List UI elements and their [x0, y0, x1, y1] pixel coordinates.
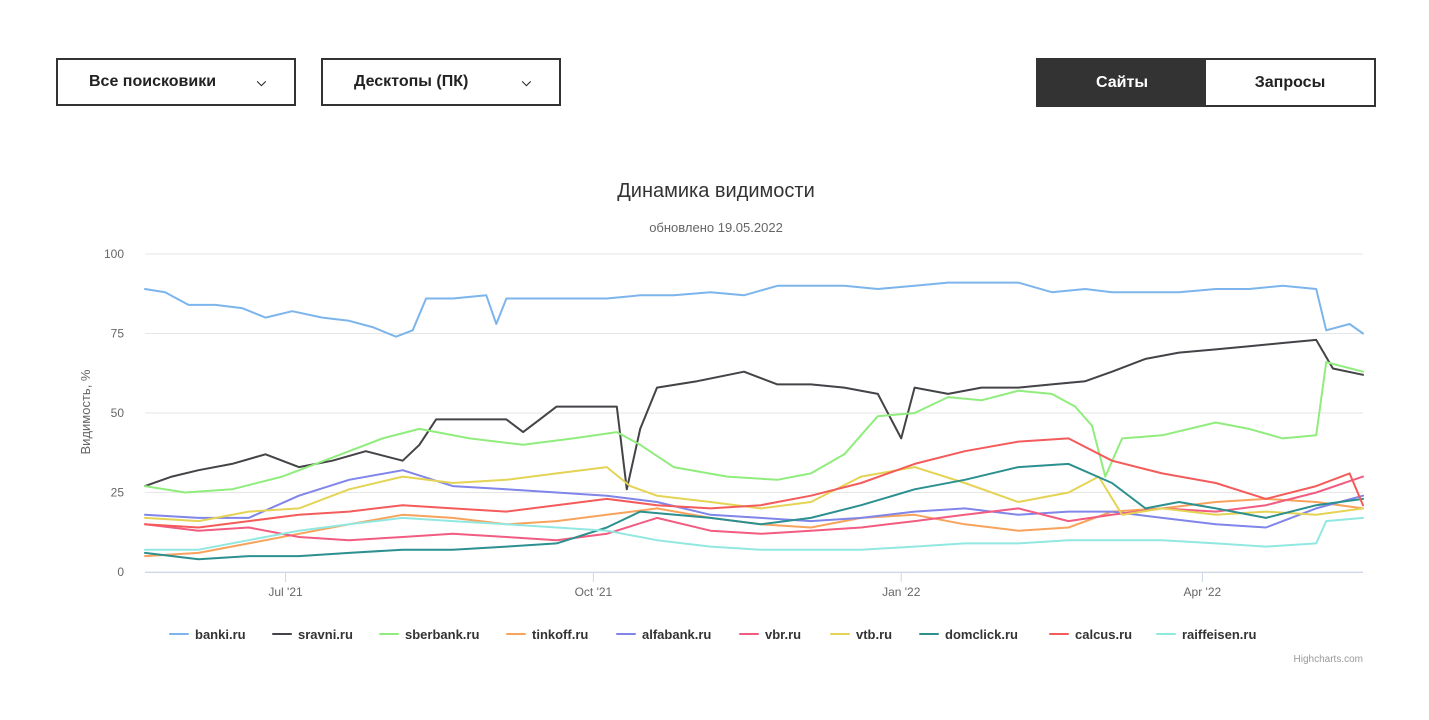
y-tick-label: 0	[117, 565, 124, 579]
legend-item-tinkoff-ru[interactable]: tinkoff.ru	[506, 627, 588, 642]
series-line-raiffeisen-ru[interactable]	[144, 516, 1364, 551]
search-engine-select[interactable]: Все поисковики ⌵	[56, 58, 296, 106]
x-tick-label: Apr '22	[1184, 585, 1222, 599]
legend-label: sravni.ru	[298, 627, 353, 642]
legend-item-sberbank-ru[interactable]: sberbank.ru	[379, 627, 479, 642]
legend-item-banki-ru[interactable]: banki.ru	[169, 627, 246, 642]
y-tick-label: 25	[111, 486, 125, 500]
series-line-calcus-ru[interactable]	[144, 437, 1364, 529]
toggle-sites-button[interactable]: Сайты	[1038, 60, 1206, 105]
series-line-sravni-ru[interactable]	[144, 338, 1364, 491]
search-engine-select-value: Все поисковики	[89, 73, 217, 90]
chart-series	[144, 281, 1364, 561]
legend-label: sberbank.ru	[405, 627, 479, 642]
legend-item-domclick-ru[interactable]: domclick.ru	[919, 627, 1018, 642]
legend-label: vtb.ru	[856, 627, 892, 642]
legend-item-alfabank-ru[interactable]: alfabank.ru	[616, 627, 711, 642]
legend-label: tinkoff.ru	[532, 627, 588, 642]
x-tick-label: Jul '21	[268, 585, 303, 599]
chevron-down-icon: ⌵	[521, 74, 531, 89]
series-line-vtb-ru[interactable]	[144, 466, 1364, 523]
legend-label: vbr.ru	[765, 627, 801, 642]
toggle-queries-button[interactable]: Запросы	[1206, 60, 1374, 105]
legend-label: alfabank.ru	[642, 627, 711, 642]
series-line-sberbank-ru[interactable]	[144, 361, 1364, 494]
legend-item-vbr-ru[interactable]: vbr.ru	[739, 627, 801, 642]
x-tick-label: Oct '21	[575, 585, 613, 599]
chart-legend: banki.ru sravni.ru sberbank.ru tinkoff.ru al…	[169, 627, 1256, 642]
series-line-banki-ru[interactable]	[144, 281, 1364, 338]
device-select[interactable]: Десктопы (ПК) ⌵	[321, 58, 561, 106]
legend-item-vtb-ru[interactable]: vtb.ru	[830, 627, 892, 642]
legend-label: domclick.ru	[945, 627, 1018, 642]
y-axis: 0 25 50 75 100	[104, 247, 124, 579]
y-axis-title: Видимость, %	[78, 369, 93, 454]
legend-label: raiffeisen.ru	[1182, 627, 1256, 642]
view-toggle: Сайты Запросы	[1036, 58, 1376, 107]
x-axis: Jul '21 Oct '21 Jan '22 Apr '22	[145, 572, 1363, 599]
x-tick-label: Jan '22	[882, 585, 921, 599]
legend-label: banki.ru	[195, 627, 246, 642]
chevron-down-icon: ⌵	[256, 74, 266, 89]
series-line-alfabank-ru[interactable]	[144, 469, 1364, 529]
chart-subtitle: обновлено 19.05.2022	[649, 220, 783, 235]
series-line-domclick-ru[interactable]	[144, 462, 1364, 561]
chart-credits[interactable]: Highcharts.com	[1294, 654, 1363, 665]
device-select-value: Десктопы (ПК)	[354, 73, 469, 90]
legend-item-raiffeisen-ru[interactable]: raiffeisen.ru	[1156, 627, 1256, 642]
y-tick-label: 75	[111, 327, 125, 341]
legend-item-calcus-ru[interactable]: calcus.ru	[1049, 627, 1132, 642]
chart-title: Динамика видимости	[617, 180, 815, 202]
y-tick-label: 100	[104, 247, 124, 261]
legend-label: calcus.ru	[1075, 627, 1132, 642]
legend-item-sravni-ru[interactable]: sravni.ru	[272, 627, 353, 642]
y-tick-label: 50	[111, 406, 125, 420]
